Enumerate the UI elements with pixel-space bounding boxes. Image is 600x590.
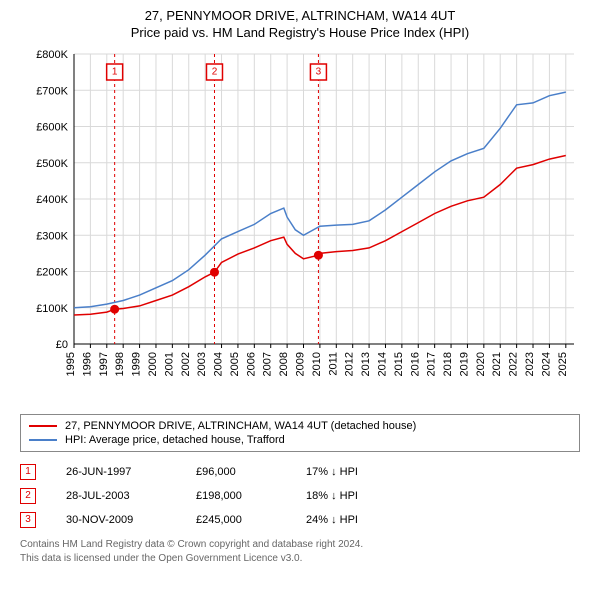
svg-text:1995: 1995: [65, 352, 77, 376]
title-address: 27, PENNYMOOR DRIVE, ALTRINCHAM, WA14 4U…: [14, 8, 586, 23]
annotation-pct: 18% ↓ HPI: [306, 490, 396, 502]
annotation-row: 3 30-NOV-2009 £245,000 24% ↓ HPI: [20, 508, 580, 532]
title-block: 27, PENNYMOOR DRIVE, ALTRINCHAM, WA14 4U…: [14, 8, 586, 40]
legend-box: 27, PENNYMOOR DRIVE, ALTRINCHAM, WA14 4U…: [20, 414, 580, 452]
svg-text:1997: 1997: [98, 352, 110, 376]
svg-text:£700K: £700K: [36, 85, 68, 97]
legend-label-2: HPI: Average price, detached house, Traf…: [65, 434, 285, 446]
annotation-date: 26-JUN-1997: [66, 466, 166, 478]
footer-attribution: Contains HM Land Registry data © Crown c…: [20, 538, 580, 565]
svg-text:2016: 2016: [409, 352, 421, 376]
chart-container: 27, PENNYMOOR DRIVE, ALTRINCHAM, WA14 4U…: [0, 0, 600, 575]
svg-text:1: 1: [112, 67, 118, 78]
svg-text:2024: 2024: [540, 352, 552, 376]
annotation-price: £198,000: [196, 490, 276, 502]
svg-text:£800K: £800K: [36, 49, 68, 61]
svg-text:2019: 2019: [458, 352, 470, 376]
annotation-row: 1 26-JUN-1997 £96,000 17% ↓ HPI: [20, 460, 580, 484]
svg-text:3: 3: [316, 67, 322, 78]
svg-text:2012: 2012: [344, 352, 356, 376]
legend-swatch-2: [29, 439, 57, 441]
line-chart-svg: £0 £100K £200K £300K £400K £500K £600K £700K £80…: [20, 44, 580, 404]
annotation-price: £96,000: [196, 466, 276, 478]
svg-text:2017: 2017: [426, 352, 438, 376]
svg-text:2013: 2013: [360, 352, 372, 376]
svg-text:2002: 2002: [180, 352, 192, 376]
svg-text:2020: 2020: [475, 352, 487, 376]
annotation-pct: 24% ↓ HPI: [306, 514, 396, 526]
svg-text:2011: 2011: [327, 352, 339, 376]
svg-text:2018: 2018: [442, 352, 454, 376]
svg-text:2014: 2014: [376, 352, 388, 376]
annotation-row: 2 28-JUL-2003 £198,000 18% ↓ HPI: [20, 484, 580, 508]
svg-text:2007: 2007: [262, 352, 274, 376]
svg-text:£300K: £300K: [36, 230, 68, 242]
svg-text:£600K: £600K: [36, 122, 68, 134]
annotation-pct: 17% ↓ HPI: [306, 466, 396, 478]
svg-text:2015: 2015: [393, 352, 405, 376]
svg-text:2001: 2001: [163, 352, 175, 376]
svg-text:1996: 1996: [81, 352, 93, 376]
svg-text:2009: 2009: [295, 352, 307, 376]
legend-swatch-1: [29, 425, 57, 427]
annotation-price: £245,000: [196, 514, 276, 526]
svg-text:2005: 2005: [229, 352, 241, 376]
footer-line1: Contains HM Land Registry data © Crown c…: [20, 538, 580, 552]
svg-text:2003: 2003: [196, 352, 208, 376]
svg-text:£100K: £100K: [36, 303, 68, 315]
legend-label-1: 27, PENNYMOOR DRIVE, ALTRINCHAM, WA14 4U…: [65, 420, 416, 432]
svg-text:2025: 2025: [557, 352, 569, 376]
legend-row: 27, PENNYMOOR DRIVE, ALTRINCHAM, WA14 4U…: [29, 419, 571, 433]
svg-text:2021: 2021: [491, 352, 503, 376]
annotation-badge-3: 3: [20, 512, 36, 528]
annotation-date: 28-JUL-2003: [66, 490, 166, 502]
svg-text:£0: £0: [56, 339, 68, 351]
legend-row: HPI: Average price, detached house, Traf…: [29, 433, 571, 447]
annotation-badge-2: 2: [20, 488, 36, 504]
svg-text:1999: 1999: [131, 352, 143, 376]
chart-area: £0 £100K £200K £300K £400K £500K £600K £700K £80…: [20, 44, 580, 404]
svg-text:2000: 2000: [147, 352, 159, 376]
svg-text:2: 2: [212, 67, 218, 78]
annotation-table: 1 26-JUN-1997 £96,000 17% ↓ HPI 2 28-JUL…: [20, 460, 580, 532]
annotation-date: 30-NOV-2009: [66, 514, 166, 526]
svg-text:2008: 2008: [278, 352, 290, 376]
annotation-badge-1: 1: [20, 464, 36, 480]
svg-text:1998: 1998: [114, 352, 126, 376]
svg-text:2004: 2004: [213, 352, 225, 376]
svg-text:£400K: £400K: [36, 194, 68, 206]
title-subtitle: Price paid vs. HM Land Registry's House …: [14, 25, 586, 40]
svg-text:£200K: £200K: [36, 267, 68, 279]
svg-text:2023: 2023: [524, 352, 536, 376]
svg-text:2006: 2006: [245, 352, 257, 376]
footer-line2: This data is licensed under the Open Gov…: [20, 552, 580, 566]
svg-text:2010: 2010: [311, 352, 323, 376]
svg-text:2022: 2022: [508, 352, 520, 376]
svg-text:£500K: £500K: [36, 158, 68, 170]
